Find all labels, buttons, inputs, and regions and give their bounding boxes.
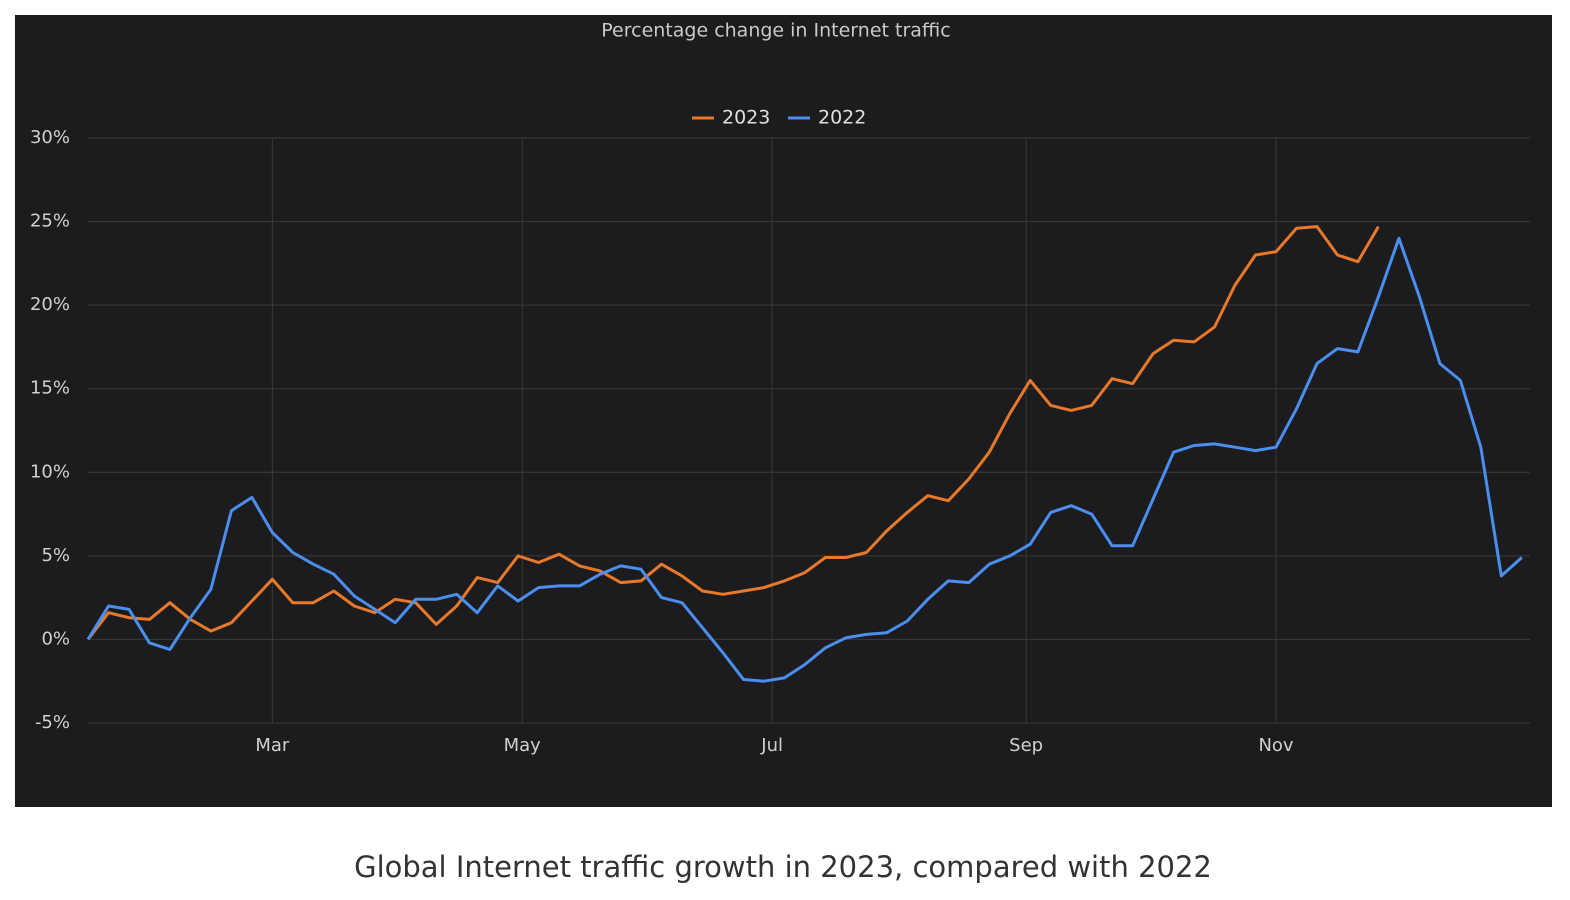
y-tick-label: 15% [30, 378, 70, 399]
y-tick-label: 25% [30, 211, 70, 232]
caption: Global Internet traffic growth in 2023, … [354, 850, 1212, 884]
x-tick-label: Mar [255, 735, 290, 756]
y-tick-label: 0% [41, 628, 70, 649]
y-tick-label: -5% [35, 712, 70, 733]
y-tick-label: 5% [41, 545, 70, 566]
data-line [86, 225, 1380, 641]
y-tick-label: 10% [30, 461, 70, 482]
chart-panel [15, 15, 1552, 807]
chart-title: Percentage change in Internet traffic [601, 20, 950, 42]
x-tick-label: Nov [1258, 735, 1293, 756]
legend-label: 2023 [722, 107, 770, 129]
y-tick-label: 30% [30, 127, 70, 148]
x-tick-label: May [504, 735, 542, 756]
legend-label: 2022 [818, 107, 866, 129]
x-tick-label: Jul [760, 735, 783, 756]
data-line [86, 236, 1523, 683]
y-tick-label: 20% [30, 294, 70, 315]
x-tick-label: Sep [1009, 735, 1043, 756]
